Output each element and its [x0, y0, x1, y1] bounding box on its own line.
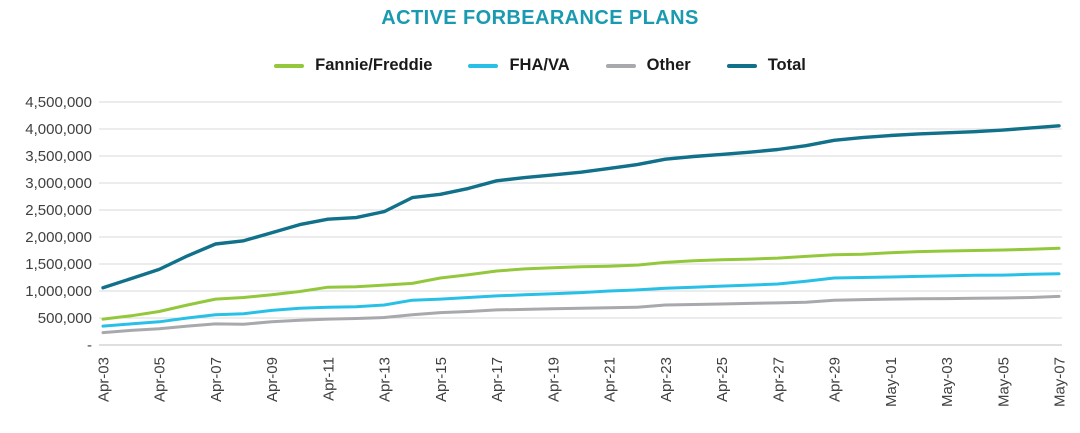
y-axis-label: 4,500,000	[25, 94, 92, 111]
legend-swatch	[468, 63, 499, 68]
legend-swatch	[605, 63, 636, 68]
y-axis-label: 3,500,000	[25, 148, 92, 165]
x-axis-label: Apr-05	[152, 357, 169, 402]
legend-label: Other	[646, 56, 691, 74]
y-axis-label: 1,000,000	[25, 283, 92, 300]
chart-title: ACTIVE FORBEARANCE PLANS	[381, 7, 699, 29]
legend-item-total: Total	[726, 56, 806, 75]
x-axis-label: Apr-29	[827, 357, 844, 402]
y-axis-label: 3,000,000	[25, 175, 92, 192]
legend-swatch	[726, 63, 757, 68]
legend-item-fannie-freddie: Fannie/Freddie	[274, 56, 432, 75]
chart-legend: Fannie/Freddie FHA/VA Other Total	[0, 56, 1080, 75]
x-axis-label: Apr-09	[264, 357, 281, 402]
series-line-fannie-freddie	[101, 246, 1061, 321]
x-axis-label: Apr-23	[658, 357, 675, 402]
legend-label: Total	[767, 56, 806, 74]
legend-swatch	[274, 63, 305, 68]
x-axis-label: May-07	[1052, 357, 1069, 407]
legend-item-fha-va: FHA/VA	[468, 56, 570, 75]
y-axis-label: 1,500,000	[25, 256, 92, 273]
series-line-fha-va	[101, 272, 1061, 328]
x-axis-label: Apr-27	[770, 357, 787, 402]
y-axis-label: 2,500,000	[25, 202, 92, 219]
legend-item-other: Other	[605, 56, 691, 75]
x-axis-label: May-05	[995, 357, 1012, 407]
x-axis-label: Apr-07	[208, 357, 225, 402]
x-axis-label: Apr-21	[602, 357, 619, 402]
y-axis-label: 2,000,000	[25, 229, 92, 246]
legend-label: Fannie/Freddie	[315, 56, 433, 74]
legend-label: FHA/VA	[509, 56, 570, 74]
x-axis-label: Apr-15	[433, 357, 450, 402]
x-axis-label: Apr-17	[489, 357, 506, 402]
x-axis-label: Apr-11	[320, 357, 337, 401]
x-axis-label: Apr-13	[377, 357, 394, 402]
x-axis-label: Apr-19	[545, 357, 562, 402]
y-axis-label: 500,000	[38, 310, 92, 327]
x-axis-label: May-03	[939, 357, 956, 407]
y-axis-label: -	[87, 337, 92, 354]
series-line-other	[101, 294, 1061, 335]
series-line-total	[101, 124, 1061, 290]
x-axis-label: Apr-25	[714, 357, 731, 402]
x-axis-label: May-01	[883, 357, 900, 407]
y-axis-label: 4,000,000	[25, 121, 92, 138]
x-axis-label: Apr-03	[96, 357, 113, 402]
